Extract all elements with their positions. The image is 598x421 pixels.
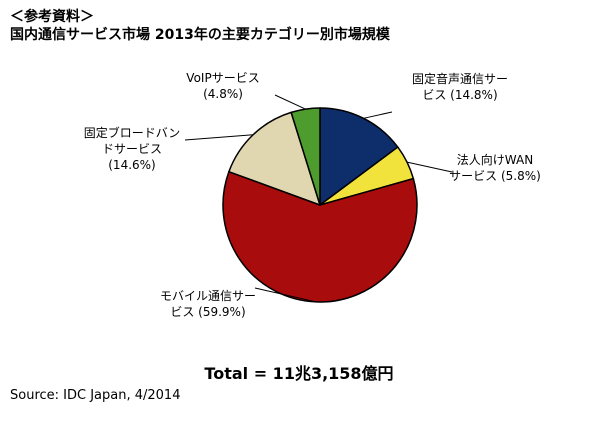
leader-line-3 [254, 287, 317, 303]
pie-slice-5 [290, 107, 321, 206]
chart-header: ＜参考資料＞ 国内通信サービス市場 2013年の主要カテゴリー別市場規模 [10, 8, 390, 44]
slice-label-3: モバイル通信サービス (59.9%) [160, 289, 256, 319]
total-label: Total = 11兆3,158億円 [204, 364, 394, 383]
chart-title: 国内通信サービス市場 2013年の主要カテゴリー別市場規模 [10, 27, 390, 43]
leader-line-1 [363, 111, 393, 119]
source-label: Source: IDC Japan, 4/2014 [10, 388, 181, 403]
leader-line-4 [184, 134, 254, 141]
slice-label-5: VoIPサービス(4.8%) [186, 71, 259, 101]
slice-label-2: 法人向けWAN サービス (5.8%) [449, 152, 541, 183]
slice-label-4: 固定ブロードバンドサービス(14.6%) [84, 125, 181, 172]
pie-slice-4 [228, 111, 321, 206]
header-reference-label: ＜参考資料＞ [10, 9, 94, 25]
leader-line-2 [406, 161, 453, 173]
slice-label-1: 固定音声通信サービス (14.8%) [412, 71, 508, 102]
leader-line-5 [274, 94, 306, 110]
